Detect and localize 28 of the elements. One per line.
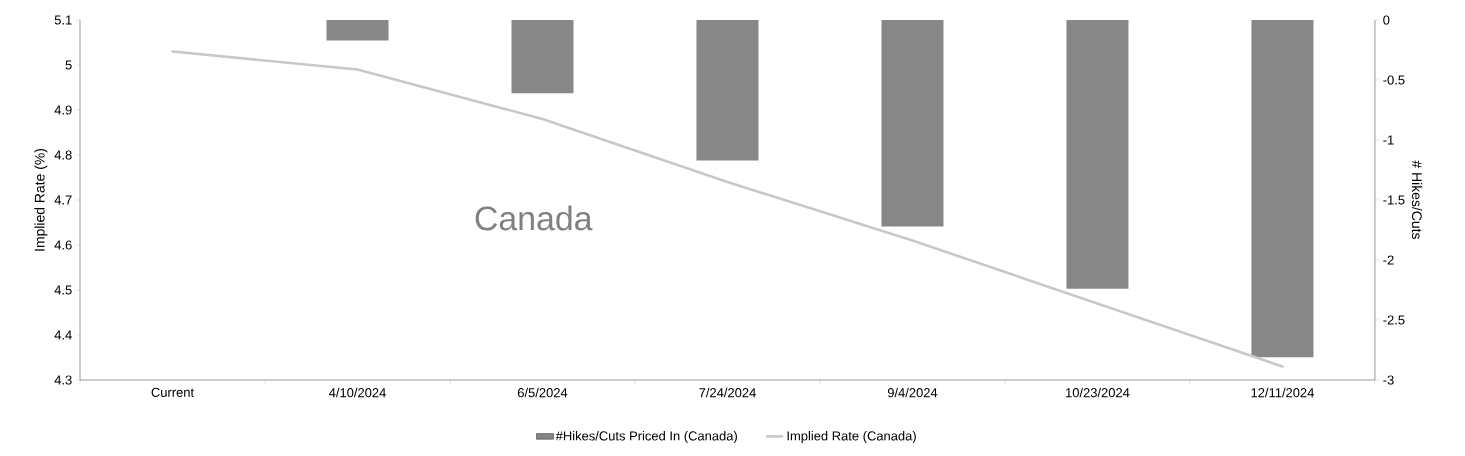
x-tick-label: Current bbox=[151, 387, 194, 397]
x-tick-label: 7/24/2024 bbox=[699, 387, 756, 398]
y2-tick-label: -1.5 bbox=[1383, 195, 1405, 205]
y2-tick-label: -2.5 bbox=[1383, 315, 1405, 325]
annotation: Canada bbox=[475, 205, 593, 231]
y2-axis-title: # Hikes/Cuts bbox=[1411, 160, 1423, 239]
legend-label: Implied Rate (Canada) bbox=[787, 430, 916, 444]
y-tick-label: 4.9 bbox=[54, 105, 72, 115]
x-tick-label: 4/10/2024 bbox=[328, 387, 386, 398]
y-tick-label: 4.3 bbox=[54, 375, 72, 385]
x-tick-label: 12/11/2024 bbox=[1251, 387, 1314, 398]
y-tick-label: 4.7 bbox=[54, 195, 72, 205]
y-tick-label: 4.4 bbox=[54, 330, 72, 340]
x-tick-label: 9/4/2024 bbox=[887, 387, 938, 398]
y-tick-label: 5 bbox=[65, 60, 72, 70]
y2-tick-label: -3 bbox=[1383, 375, 1394, 385]
x-tick-label: 6/5/2024 bbox=[517, 387, 568, 398]
legend-label: #Hikes/Cuts Priced In (Canada) bbox=[555, 430, 737, 444]
y-tick-label: 4.5 bbox=[54, 285, 72, 295]
y2-tick-label: -0.5 bbox=[1383, 75, 1405, 85]
x-tick-label: 10/23/2024 bbox=[1066, 387, 1130, 398]
y-tick-label: 4.8 bbox=[54, 150, 72, 160]
y2-tick-label: -1 bbox=[1383, 135, 1394, 145]
y2-tick-label: -2 bbox=[1383, 255, 1394, 265]
y-tick-label: 4.6 bbox=[54, 240, 72, 250]
y2-tick-label: 0 bbox=[1383, 15, 1390, 25]
y-tick-label: 5.1 bbox=[54, 15, 72, 25]
y-axis-title: Implied Rate (%) bbox=[34, 148, 48, 251]
